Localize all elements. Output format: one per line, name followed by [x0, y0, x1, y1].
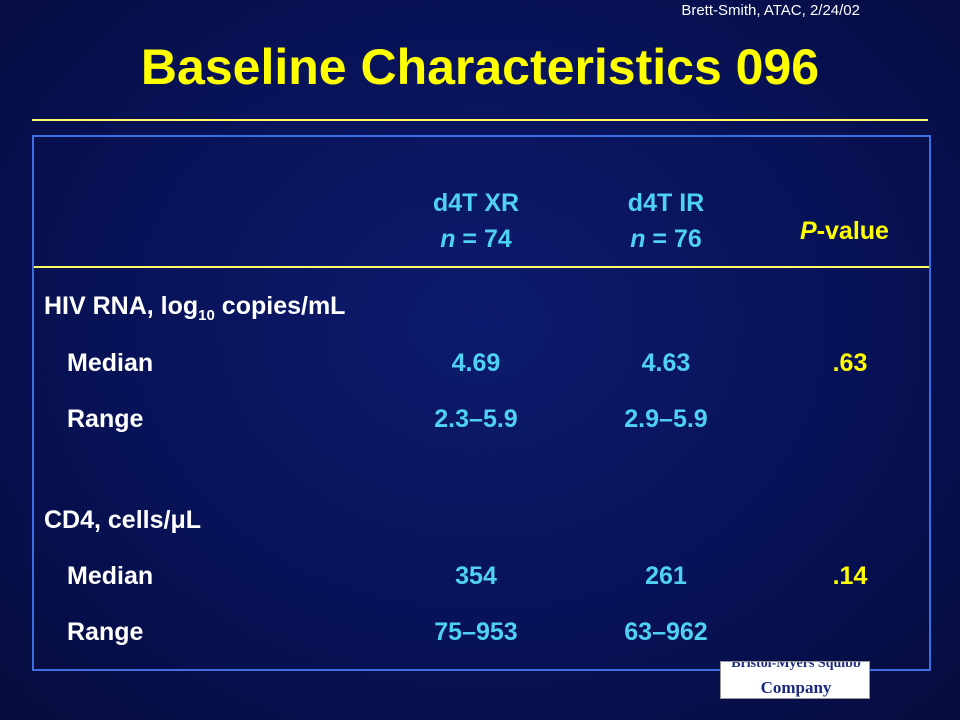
- row-label-cd4-median: Median: [67, 562, 154, 590]
- section-label-hiv-rna: HIV RNA, log10 copies/mL: [44, 292, 346, 324]
- column-header-pvalue: P-value: [800, 217, 889, 245]
- logo-bottom-text: Company: [760, 678, 832, 697]
- cell-cd4-range-ir: 63–962: [624, 618, 708, 646]
- cell-cd4-range-xr: 75–953: [434, 618, 518, 646]
- cell-hiv-range-ir: 2.9–5.9: [624, 405, 708, 433]
- cell-hiv-median-ir: 4.63: [641, 349, 691, 377]
- column-header-ir: d4T IR n = 76: [586, 185, 746, 257]
- title-divider: [32, 119, 928, 121]
- cell-hiv-range-xr: 2.3–5.9: [434, 405, 518, 433]
- cell-cd4-median-ir: 261: [645, 562, 687, 590]
- cell-hiv-median-p: .63: [832, 349, 868, 377]
- column-n-ir: n = 76: [630, 225, 702, 253]
- header-divider: [34, 266, 929, 268]
- column-name-xr: d4T XR: [432, 189, 520, 217]
- cell-cd4-median-xr: 354: [455, 562, 497, 590]
- data-table: d4T XR n = 74 d4T IR n = 76 P-value HIV …: [32, 135, 931, 671]
- column-n-xr: n = 74: [440, 225, 512, 253]
- row-label-hiv-range: Range: [67, 405, 144, 433]
- column-name-ir: d4T IR: [627, 189, 705, 217]
- column-header-xr: d4T XR n = 74: [396, 185, 556, 257]
- row-label-hiv-median: Median: [67, 349, 154, 377]
- logo-top-text: Bristol-Myers Squibb: [731, 661, 861, 671]
- cell-cd4-median-p: .14: [832, 562, 868, 590]
- section-label-cd4: CD4, cells/μL: [44, 506, 202, 534]
- company-logo: Bristol-Myers Squibb Company: [720, 661, 870, 699]
- citation: Brett-Smith, ATAC, 2/24/02: [681, 2, 860, 19]
- cell-hiv-median-xr: 4.69: [451, 349, 501, 377]
- row-label-cd4-range: Range: [67, 618, 144, 646]
- slide-title: Baseline Characteristics 096: [140, 39, 820, 95]
